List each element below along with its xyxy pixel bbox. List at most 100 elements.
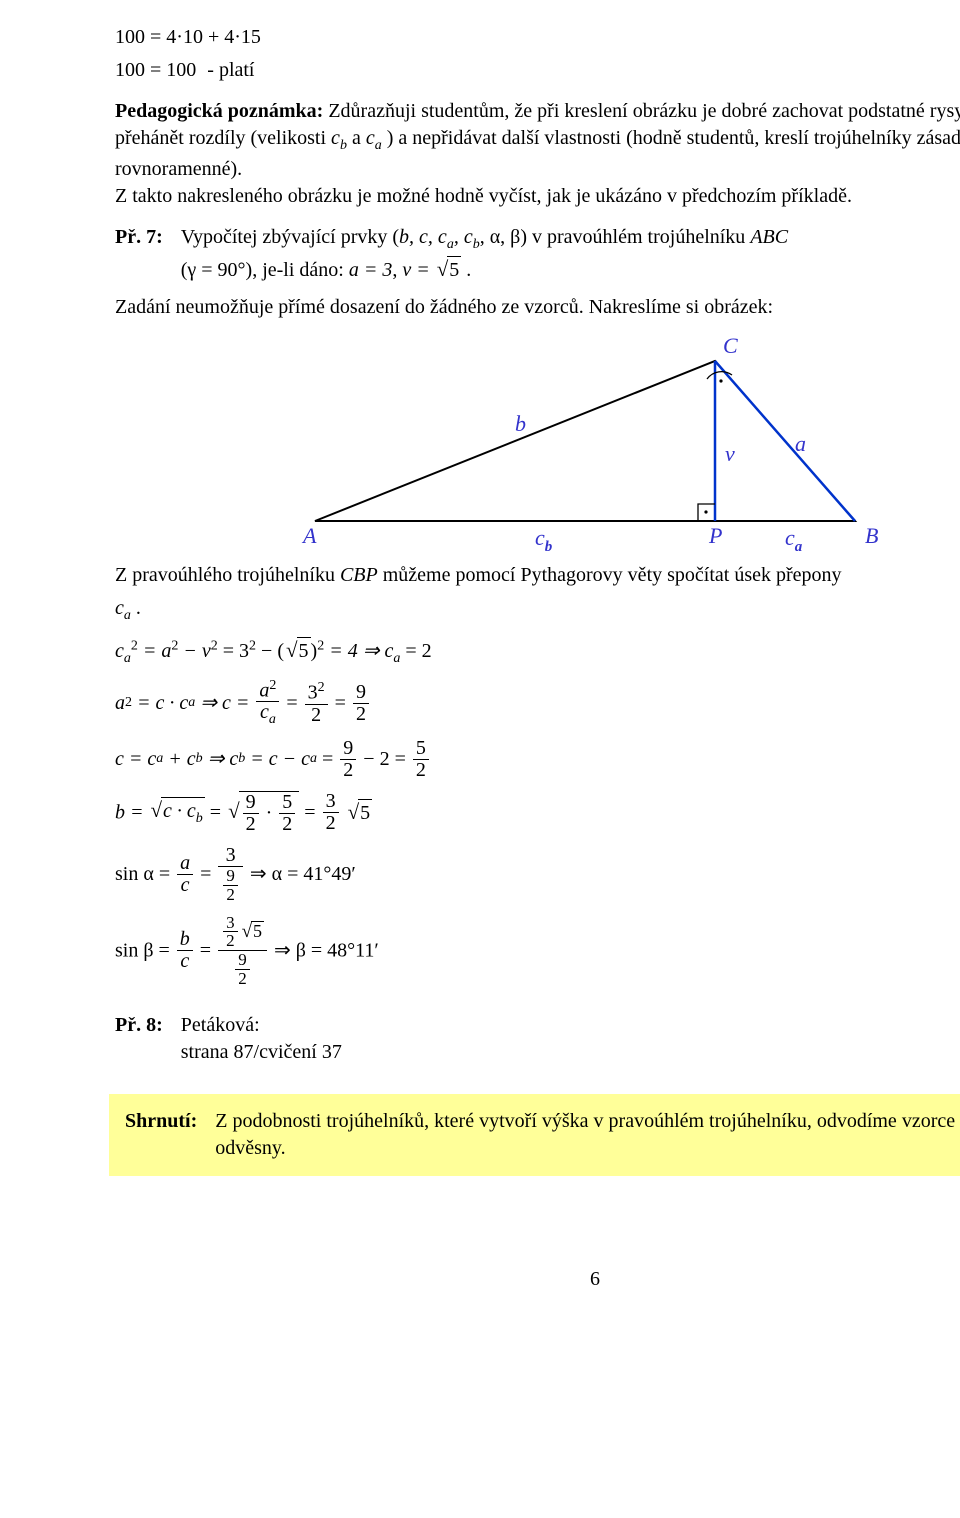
triangle-figure: C A B P b v a cb ca bbox=[285, 331, 905, 556]
pr7-va-sub: a bbox=[447, 237, 454, 252]
tri-label-b: b bbox=[515, 411, 526, 436]
c1-s1: 2 bbox=[131, 638, 138, 653]
pr7-vars3: , α, β) v pravoúhlém trojúhelníku bbox=[480, 226, 751, 248]
zprav-ca: ca . bbox=[115, 595, 960, 626]
tri-label-ca: ca bbox=[785, 525, 803, 555]
c4-f1: 92 bbox=[243, 792, 259, 835]
c2-f1ds: a bbox=[269, 712, 276, 727]
c2-f2d: 2 bbox=[305, 704, 328, 726]
c5-f2: 3 92 bbox=[218, 845, 243, 904]
c4-sqrt1: c · cb bbox=[149, 796, 205, 829]
c3-f2: 52 bbox=[413, 738, 429, 781]
c1-e2: = 3 bbox=[218, 640, 249, 662]
c3-p: + c bbox=[163, 748, 195, 770]
zprav-ca-c: c bbox=[115, 597, 124, 619]
c1-lhs-sub: a bbox=[124, 651, 131, 666]
note-label: Pedagogická poznámka: bbox=[115, 100, 323, 122]
c4-f2d: 2 bbox=[279, 813, 295, 835]
pr7-label: Př. 7: bbox=[115, 224, 163, 284]
c3-lhs: c = c bbox=[115, 748, 156, 770]
c5-lhs: sin α = bbox=[115, 863, 175, 885]
eq-top-2-suffix: - platí bbox=[207, 59, 254, 81]
pr7-veq-pre: , bbox=[392, 259, 402, 281]
c2-f3d: 2 bbox=[353, 703, 369, 725]
c5-arr: ⇒ α = 41°49′ bbox=[250, 863, 356, 885]
c5-f2n: 3 bbox=[218, 845, 243, 866]
c2-f2ns: 2 bbox=[318, 680, 325, 695]
c4-e2: = bbox=[304, 801, 320, 823]
c4-f1n: 9 bbox=[243, 792, 259, 813]
eq-top-1: 100 = 4·10 + 4·15 bbox=[115, 24, 960, 51]
c5-e: = bbox=[200, 863, 216, 885]
tri-label-C: C bbox=[723, 333, 738, 358]
pr7-vars: b, c, c bbox=[399, 226, 447, 248]
c3-e: = c − c bbox=[245, 748, 310, 770]
c4-f3n: 3 bbox=[323, 791, 339, 812]
c4-f3: 32 bbox=[323, 791, 339, 834]
pr7-a-eq: a = 3 bbox=[349, 259, 393, 281]
c1-e3: = 4 ⇒ c bbox=[324, 640, 393, 662]
c5-f2dn: 9 bbox=[223, 867, 238, 885]
eq-top-2: 100 = 100 - platí bbox=[115, 57, 960, 84]
summary-label: Shrnutí: bbox=[125, 1108, 197, 1162]
pr7-block: Př. 7: Vypočítej zbývající prvky (b, c, … bbox=[115, 224, 960, 284]
c3-f1d: 2 bbox=[340, 759, 356, 781]
c6-f2d-frac: 92 bbox=[235, 951, 250, 988]
pr8-block: Př. 8: Petáková: strana 87/cvičení 37 bbox=[115, 1012, 960, 1066]
pr7-vb-sub: b bbox=[473, 237, 480, 252]
c4-f3d: 2 bbox=[323, 812, 339, 834]
pr7-body: Vypočítej zbývající prvky (b, c, ca, cb,… bbox=[181, 224, 960, 284]
c6-arr: ⇒ β = 48°11′ bbox=[274, 939, 379, 961]
zprav-t1: Z pravoúhlého trojúhelníku bbox=[115, 564, 340, 586]
c5-f2dd: 2 bbox=[223, 885, 238, 904]
c4-dot: · bbox=[261, 802, 278, 824]
c3-m: − 2 = bbox=[363, 748, 411, 770]
pr7-veq-val: 5 bbox=[447, 256, 461, 284]
summary-box: Shrnutí: Z podobnosti trojúhelníků, kter… bbox=[109, 1094, 960, 1176]
pr7-given: , je-li dáno: bbox=[252, 259, 349, 281]
c4-e: = bbox=[210, 801, 226, 823]
c2-f2: 32 2 bbox=[305, 681, 328, 726]
c2-e2: = bbox=[286, 692, 302, 714]
pr7-veq-sqrt: 5 bbox=[435, 255, 462, 284]
c4-f2n: 5 bbox=[279, 792, 295, 813]
note-ca: c bbox=[366, 127, 375, 149]
c1-e1: = a bbox=[138, 640, 172, 662]
c2-lhs: a bbox=[115, 692, 125, 714]
note-text-3: Z takto nakresleného obrázku je možné ho… bbox=[115, 183, 960, 210]
c3-f1: 92 bbox=[340, 738, 356, 781]
note-block: Pedagogická poznámka: Zdůrazňuji student… bbox=[115, 98, 960, 210]
c2-f1ns: 2 bbox=[269, 678, 276, 693]
zadani-text: Zadání neumožňuje přímé dosazení do žádn… bbox=[115, 294, 960, 321]
note-and: a bbox=[347, 127, 366, 149]
c3-f1n: 9 bbox=[340, 738, 356, 759]
c2-f1: a2ca bbox=[256, 679, 279, 728]
c4-f1d: 2 bbox=[243, 813, 259, 835]
c3-f2n: 5 bbox=[413, 738, 429, 759]
pr7-veq-lhs: v = bbox=[402, 259, 434, 281]
tri-label-a: a bbox=[795, 431, 806, 456]
pr8-label: Př. 8: bbox=[115, 1012, 163, 1066]
c2-f2n: 3 bbox=[308, 682, 318, 704]
calc-line5: sin α = ac = 3 92 ⇒ α = 41°49′ bbox=[115, 845, 960, 904]
c5-f1: ac bbox=[177, 853, 193, 896]
pr7-period: . bbox=[461, 259, 471, 281]
c6-lhs: sin β = bbox=[115, 939, 175, 961]
c6-f2n-sqrt: 5 bbox=[240, 921, 264, 942]
tri-label-A: A bbox=[301, 523, 317, 548]
c2-e: = c · c bbox=[132, 692, 188, 714]
c6-f2dn: 9 bbox=[235, 951, 250, 969]
c1-lhs: c bbox=[115, 640, 124, 662]
zprav-cbp: CBP bbox=[340, 564, 378, 586]
c1-s4: 2 bbox=[249, 638, 256, 653]
c6-f1n: b bbox=[177, 929, 193, 950]
note-cb-sub: b bbox=[340, 138, 347, 153]
eq-top-2-lhs: 100 = 100 bbox=[115, 59, 196, 81]
c6-f2dd: 2 bbox=[235, 969, 250, 988]
c3-f2d: 2 bbox=[413, 759, 429, 781]
pr7-abc: ABC bbox=[750, 226, 788, 248]
c5-f1d: c bbox=[177, 874, 193, 896]
zprav-t2: můžeme pomocí Pythagorovy věty spočítat … bbox=[378, 564, 842, 586]
c6-f1: bc bbox=[177, 929, 193, 972]
pr8-body: Petáková: strana 87/cvičení 37 bbox=[181, 1012, 960, 1066]
